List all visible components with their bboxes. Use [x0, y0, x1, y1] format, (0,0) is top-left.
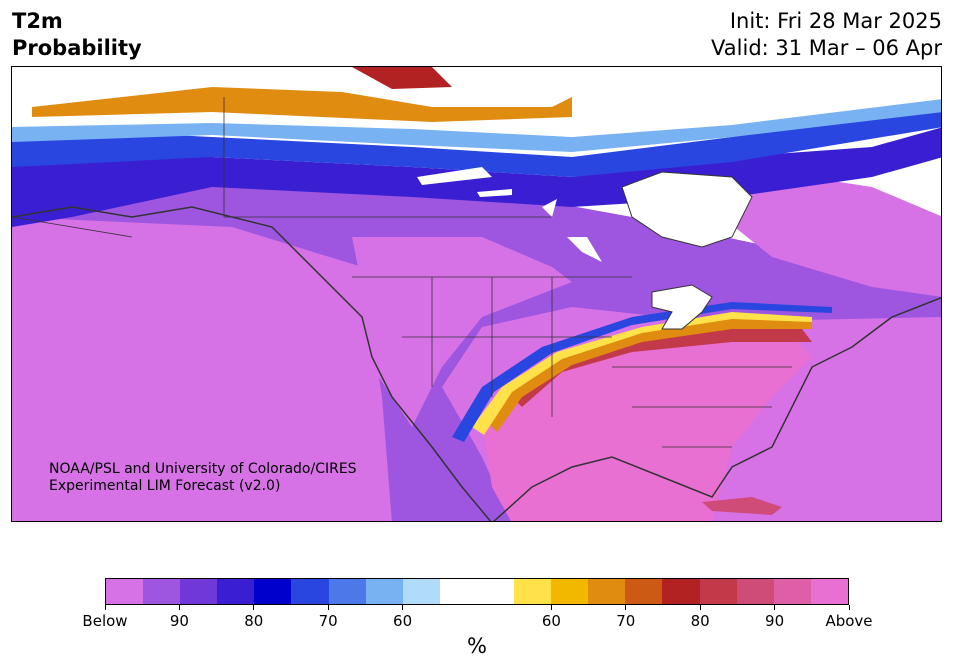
- colorbar-cell: [439, 579, 477, 604]
- colorbar-tick-label: Below: [82, 612, 128, 630]
- colorbar-cell: [514, 579, 552, 604]
- colorbar-cell: [699, 579, 737, 604]
- colorbar-cell: [810, 579, 848, 604]
- region-southeast-above: [482, 327, 812, 521]
- colorbar-tick: [253, 605, 255, 610]
- colorbar-tick: [699, 605, 701, 610]
- valid-range: Valid: 31 Mar – 06 Apr: [711, 36, 942, 60]
- borders: [12, 97, 792, 448]
- colorbar-cell: [143, 579, 181, 604]
- colorbar-cell: [328, 579, 366, 604]
- colorbar-cell: [291, 579, 329, 604]
- colorbar-tick: [104, 605, 106, 610]
- colorbar-cell: [106, 579, 144, 604]
- colorbar-cell: [588, 579, 626, 604]
- colorbar-tick-label: 80: [690, 612, 710, 630]
- band-blue-mid: [12, 107, 941, 177]
- lake-lines: [417, 167, 602, 262]
- colorbar-cell: [736, 579, 774, 604]
- colorbar-cell: [180, 579, 218, 604]
- colorbar-tick: [625, 605, 627, 610]
- region-cuba: [702, 497, 782, 515]
- credit-line-1: NOAA/PSL and University of Colorado/CIRE…: [49, 461, 357, 477]
- colorbar-unit: %: [467, 634, 487, 658]
- colorbar-tick-label: 80: [244, 612, 264, 630]
- region-central-below-strong: [352, 237, 572, 427]
- colorbar-tick-label: 70: [318, 612, 338, 630]
- region-north-below-strong: [722, 167, 941, 297]
- forecast-dates: Init: Fri 28 Mar 2025 Valid: 31 Mar – 06…: [711, 8, 942, 62]
- band-arctic-red: [352, 67, 452, 89]
- band-blue-light: [12, 97, 941, 152]
- colorbar-cell: [662, 579, 700, 604]
- colorbar-cell: [217, 579, 255, 604]
- colorbar-tick-label: 70: [616, 612, 636, 630]
- credit-line-2: Experimental LIM Forecast (v2.0): [49, 478, 281, 494]
- colorbar-cell: [476, 579, 515, 604]
- colorbar-cell: [551, 579, 589, 604]
- colorbar-cell: [402, 579, 440, 604]
- colorbar-tick: [550, 605, 552, 610]
- colorbar-tick: [178, 605, 180, 610]
- great-lakes: [651, 284, 713, 330]
- colorbar-tick-label: 90: [765, 612, 785, 630]
- band-transition-yellow: [472, 312, 812, 435]
- band-arctic-warm: [32, 87, 572, 122]
- probability-map: [12, 67, 941, 521]
- init-date: Init: Fri 28 Mar 2025: [729, 9, 942, 33]
- map-panel: [11, 66, 942, 522]
- hudson-bay: [621, 171, 753, 248]
- colorbar-tick: [848, 605, 850, 610]
- colorbar: [105, 578, 849, 605]
- colorbar-cell: [365, 579, 403, 604]
- colorbar-cell: [254, 579, 292, 604]
- title-line-1: T2m: [12, 9, 63, 33]
- band-neutral-north: [12, 87, 941, 137]
- colorbar-cell: [625, 579, 663, 604]
- colorbar-tick-label: Above: [825, 612, 873, 630]
- colorbar-tick: [402, 605, 404, 610]
- band-transition-orange: [482, 317, 812, 432]
- colorbar-tick: [774, 605, 776, 610]
- colorbar-tick-label: 90: [169, 612, 189, 630]
- credit-block: NOAA/PSL and University of Colorado/CIRE…: [49, 461, 357, 495]
- coastline: [12, 206, 941, 521]
- colorbar-tick-label: 60: [541, 612, 561, 630]
- colorbar-tick: [327, 605, 329, 610]
- colorbar-cell: [773, 579, 811, 604]
- map-title: T2m Probability: [12, 8, 142, 62]
- colorbar-tick-label: 60: [393, 612, 413, 630]
- title-line-2: Probability: [12, 36, 142, 60]
